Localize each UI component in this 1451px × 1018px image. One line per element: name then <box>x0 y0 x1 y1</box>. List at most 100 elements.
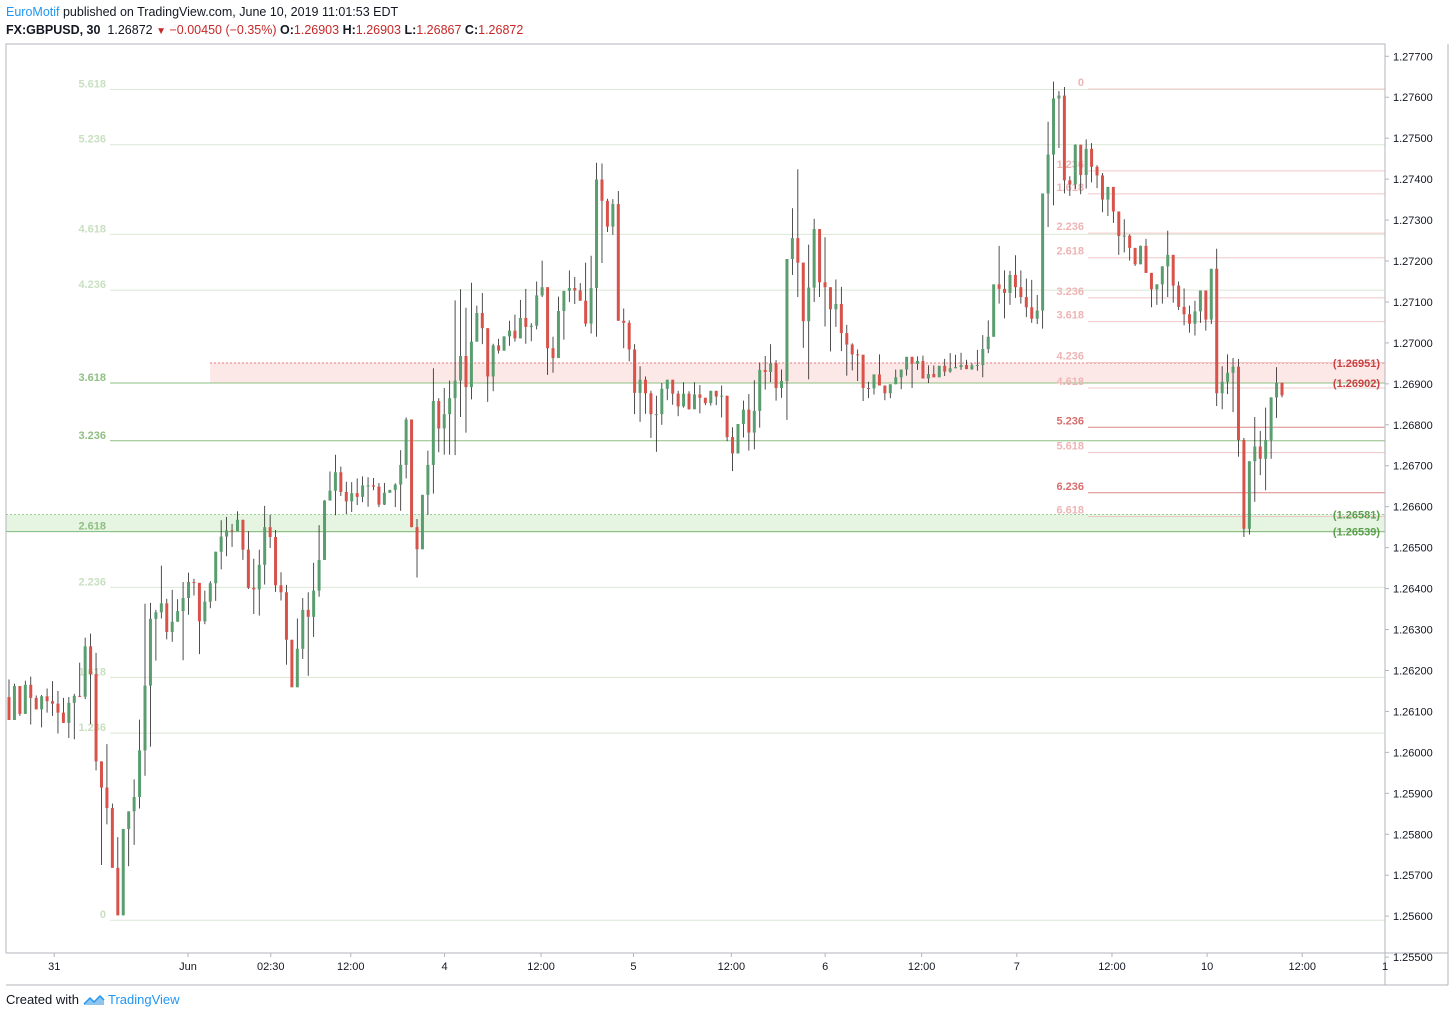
candle-body <box>1024 297 1028 308</box>
fib-left-label: 5.236 <box>78 134 106 146</box>
candle <box>818 229 822 298</box>
candle <box>845 324 849 376</box>
candle <box>480 292 484 345</box>
candle <box>382 482 386 506</box>
y-tick-label: 1.27000 <box>1393 338 1433 350</box>
candle-body <box>785 258 789 381</box>
candle <box>453 300 457 456</box>
candle <box>442 387 446 455</box>
candle <box>796 169 800 298</box>
candle-body <box>208 583 212 602</box>
candle-body <box>747 409 751 433</box>
candle <box>339 466 343 497</box>
candle-body <box>23 684 27 714</box>
y-tick-label: 1.26600 <box>1393 502 1433 514</box>
candle <box>290 639 294 688</box>
candle <box>932 365 936 378</box>
candle <box>1215 248 1219 406</box>
candle-body <box>263 527 267 565</box>
open-value: 1.26903 <box>293 23 340 37</box>
candle <box>1220 366 1224 410</box>
candle-body <box>1117 211 1121 237</box>
candle-body <box>1019 287 1023 298</box>
candle <box>110 803 114 868</box>
candle <box>12 683 16 721</box>
candle <box>1068 176 1072 196</box>
candle <box>56 690 60 734</box>
candle <box>225 516 229 557</box>
candle <box>1247 461 1251 535</box>
fib-left-label: 4.236 <box>78 279 106 291</box>
y-tick-label: 1.27400 <box>1393 174 1433 186</box>
y-tick-label: 1.27100 <box>1393 297 1433 309</box>
x-tick-label: 12:00 <box>527 961 555 973</box>
candle-body <box>105 787 109 809</box>
candle <box>29 676 33 725</box>
candle <box>159 565 163 619</box>
candle <box>605 198 609 232</box>
candle <box>7 679 11 721</box>
candle <box>807 244 811 380</box>
fib-right-label: 5.236 <box>1056 415 1084 427</box>
candle-body <box>883 385 887 394</box>
candle-body <box>312 590 316 617</box>
candle-body <box>12 686 16 721</box>
candle-body <box>627 322 631 350</box>
candle-body <box>154 612 158 619</box>
candle-body <box>1242 439 1246 529</box>
candle-body <box>323 500 327 560</box>
y-tick-label: 1.27600 <box>1393 92 1433 104</box>
candle-body <box>491 345 495 377</box>
candle-body <box>997 284 1001 289</box>
y-tick-label: 1.26400 <box>1393 584 1433 596</box>
candle-body <box>638 379 642 393</box>
candle-body <box>687 393 691 410</box>
candle <box>899 369 903 390</box>
candle-body <box>67 702 71 723</box>
candle-body <box>497 345 501 351</box>
candle <box>769 344 773 383</box>
candle-body <box>284 592 288 640</box>
x-tick-label: 12:00 <box>718 961 746 973</box>
candle-body <box>1133 247 1137 265</box>
candle-body <box>176 611 180 622</box>
tradingview-logo-icon <box>83 994 105 1005</box>
price-change: −0.00450 (−0.35%) <box>169 23 277 37</box>
candle <box>448 380 452 455</box>
x-tick-label: 10 <box>1201 961 1213 973</box>
fib-right-label: 4.618 <box>1056 376 1084 388</box>
x-tick-label: 1 <box>1382 961 1388 973</box>
tradingview-link[interactable]: TradingView <box>107 992 180 1007</box>
candle <box>562 290 566 340</box>
candle-body <box>714 390 718 397</box>
candle-body <box>698 394 702 398</box>
y-tick-label: 1.25500 <box>1393 952 1433 964</box>
candle <box>116 837 120 916</box>
candle-body <box>1171 254 1175 286</box>
fib-right-label: 2.618 <box>1056 246 1084 258</box>
candle <box>877 354 881 386</box>
plot-frame <box>5 43 1386 954</box>
author-link[interactable]: EuroMotif <box>6 5 60 19</box>
candle-body <box>279 585 283 593</box>
candle-body <box>7 697 11 721</box>
candle-body <box>780 380 784 388</box>
candle <box>18 686 22 716</box>
candle <box>241 519 245 560</box>
candle-body <box>415 527 419 550</box>
candle <box>1198 290 1202 323</box>
candle-body <box>51 701 55 704</box>
candle-body <box>932 374 936 378</box>
candle <box>703 397 707 406</box>
candle <box>747 394 751 451</box>
candle-body <box>29 684 33 698</box>
candle <box>997 245 1001 304</box>
candle-body <box>99 761 103 788</box>
candle-body <box>469 341 473 388</box>
candle-body <box>502 336 506 351</box>
candle-body <box>1068 180 1072 185</box>
candle <box>388 489 392 493</box>
candle <box>459 289 463 418</box>
fib-left-label: 5.618 <box>78 78 106 90</box>
